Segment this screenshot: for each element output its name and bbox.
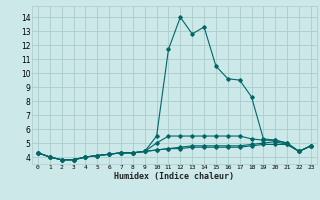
X-axis label: Humidex (Indice chaleur): Humidex (Indice chaleur): [115, 172, 234, 181]
